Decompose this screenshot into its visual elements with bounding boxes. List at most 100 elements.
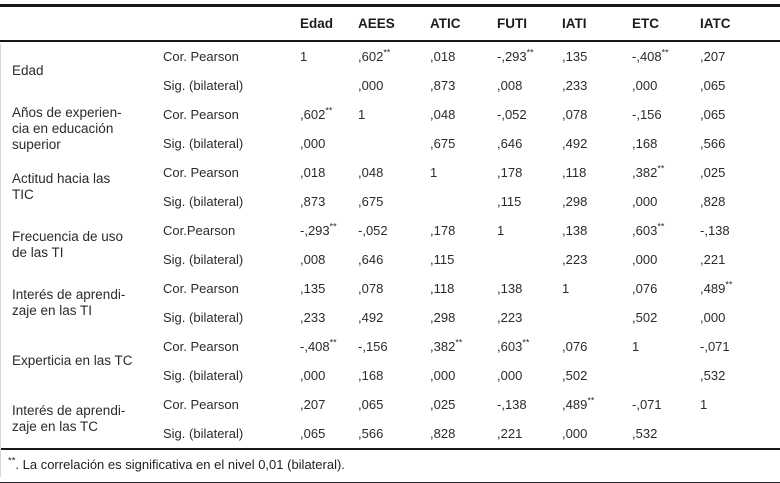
table-row: Experticia en las TC Cor. Pearson -,408** -… — [0, 332, 780, 368]
value-cell: ,065 — [700, 78, 726, 93]
significance-marker: ** — [455, 337, 463, 348]
table-row: Sig. (bilateral) ,000 ,675 ,646 ,492 ,168 ,566 — [0, 129, 780, 158]
stat-label: Sig. (bilateral) — [163, 136, 244, 151]
value-cell: 1 — [562, 281, 570, 296]
value-cell: ,675 — [358, 194, 384, 209]
value-cell: ,646 — [497, 136, 523, 151]
table-row: Sig. (bilateral) ,065 ,566 ,828 ,221 ,000 ,532 — [0, 419, 780, 449]
value-cell: ,000 — [497, 368, 523, 383]
significance-marker: ** — [522, 337, 530, 348]
value-cell: ,502 — [562, 368, 588, 383]
value-cell: ,065 — [700, 107, 726, 122]
significance-marker: ** — [526, 47, 534, 58]
value-cell: ,115 — [497, 194, 522, 209]
significance-marker: ** — [657, 163, 665, 174]
value-cell: ,000 — [632, 194, 658, 209]
row-label: Años de experien- cia en educación super… — [12, 105, 122, 152]
value-cell: ,135 — [562, 49, 588, 64]
value-cell: ,018 — [300, 165, 326, 180]
value-cell: ,873 — [430, 78, 456, 93]
value-cell: ,065 — [358, 397, 384, 412]
value-cell — [300, 71, 358, 100]
row-label: Experticia en las TC — [12, 353, 133, 368]
value-cell: ,000 — [700, 310, 726, 325]
stat-label: Cor. Pearson — [163, 107, 239, 122]
row-label: Interés de aprendi- zaje en las TC — [12, 403, 126, 434]
stat-label: Cor. Pearson — [163, 397, 239, 412]
value-cell: ,168 — [358, 368, 384, 383]
value-cell: ,178 — [430, 223, 456, 238]
header-spacer-stat — [152, 5, 300, 42]
table-row: Interés de aprendi- zaje en las TC Cor. P… — [0, 390, 780, 434]
value-cell: ,008 — [300, 252, 326, 267]
value-cell: ,076 — [562, 339, 588, 354]
table-row: Actitud hacia las TIC Cor. Pearson ,018 ,04… — [0, 158, 780, 202]
value-cell: -,156 — [358, 339, 388, 354]
stat-label: Cor. Pearson — [163, 339, 239, 354]
value-cell: ,207 — [300, 397, 326, 412]
significance-marker: ** — [329, 337, 337, 348]
value-cell: 1 — [358, 107, 366, 122]
value-cell: ,221 — [497, 426, 523, 441]
stat-label: Cor. Pearson — [163, 165, 239, 180]
value-cell: ,138 — [497, 281, 523, 296]
value-cell — [562, 303, 632, 332]
value-cell: -,052 — [497, 107, 527, 122]
value-cell — [632, 361, 700, 390]
value-cell: ,532 — [632, 426, 658, 441]
value-cell — [430, 187, 497, 216]
header-row: Edad AEES ATIC FUTI IATI ETC IATC — [0, 5, 780, 42]
value-cell: ,118 — [562, 165, 587, 180]
value-cell: ,646 — [358, 252, 384, 267]
value-cell: ,382** — [430, 337, 463, 354]
value-cell: ,008 — [497, 78, 523, 93]
value-cell: ,298 — [430, 310, 456, 325]
value-cell: ,502 — [632, 310, 658, 325]
paper-page: Edad AEES ATIC FUTI IATI ETC IATC Edad Cor. Pea… — [0, 4, 780, 483]
value-cell: ,178 — [497, 165, 523, 180]
footnote-text: . La correlación es significativa en el … — [15, 457, 345, 472]
table-row: Sig. (bilateral) ,873 ,675 ,115 ,298 ,000 ,828 — [0, 187, 780, 216]
value-cell: ,382** — [632, 163, 665, 180]
stat-label: Cor. Pearson — [163, 281, 239, 296]
scan-left-edge — [0, 44, 1, 477]
value-cell: -,071 — [700, 339, 730, 354]
value-cell: ,025 — [430, 397, 456, 412]
row-label: Interés de aprendi- zaje en las TI — [12, 287, 126, 318]
value-cell: ,532 — [700, 368, 726, 383]
value-cell: ,135 — [300, 281, 326, 296]
column-header: ETC — [632, 5, 700, 42]
value-cell: ,000 — [632, 78, 658, 93]
value-cell: -,052 — [358, 223, 388, 238]
value-cell — [497, 245, 562, 274]
column-header: Edad — [300, 5, 358, 42]
value-cell: ,675 — [430, 136, 456, 151]
value-cell: ,603** — [497, 337, 530, 354]
row-label: Frecuencia de uso de las TI — [12, 229, 124, 260]
table-body: Edad Cor. Pearson 1 ,602** ,018 -,293** ,135 -,… — [0, 41, 780, 449]
value-cell: ,298 — [562, 194, 588, 209]
correlation-table: Edad AEES ATIC FUTI IATI ETC IATC Edad Cor. Pea… — [0, 4, 780, 450]
value-cell: ,828 — [700, 194, 726, 209]
value-cell: ,223 — [562, 252, 588, 267]
significance-marker: ** — [661, 47, 669, 58]
table-row: Sig. (bilateral) ,008 ,646 ,115 ,223 ,000 ,221 — [0, 245, 780, 274]
column-header: ATIC — [430, 5, 497, 42]
stat-label: Cor. Pearson — [163, 49, 239, 64]
value-cell: ,000 — [562, 426, 588, 441]
value-cell: -,408** — [300, 337, 337, 354]
stat-label: Sig. (bilateral) — [163, 310, 244, 325]
value-cell: ,025 — [700, 165, 726, 180]
value-cell: ,207 — [700, 49, 726, 64]
table-row: Años de experien- cia en educación super… — [0, 100, 780, 152]
header-spacer-label — [0, 5, 152, 42]
stat-label: Sig. (bilateral) — [163, 252, 244, 267]
table-row: Sig. (bilateral) ,000 ,168 ,000 ,000 ,502 ,532 — [0, 361, 780, 390]
value-cell: 1 — [700, 397, 708, 412]
value-cell: ,000 — [300, 136, 326, 151]
stat-label: Sig. (bilateral) — [163, 426, 244, 441]
value-cell: ,602** — [300, 105, 333, 122]
table-row: Frecuencia de uso de las TI Cor.Pearson -,… — [0, 216, 780, 260]
value-cell: ,828 — [430, 426, 456, 441]
row-label: Edad — [12, 63, 44, 78]
